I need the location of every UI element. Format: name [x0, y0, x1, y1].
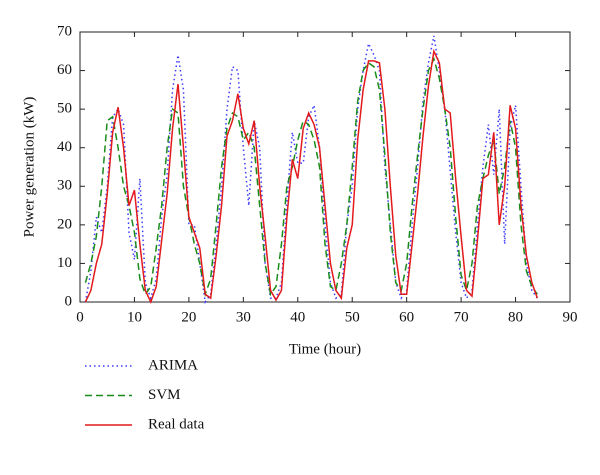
y-tick-label: 30 — [57, 178, 72, 194]
x-tick-label: 50 — [345, 309, 360, 325]
y-tick-label: 0 — [65, 293, 73, 309]
series-line — [84, 35, 538, 304]
x-tick-label: 30 — [236, 309, 251, 325]
y-tick-label: 10 — [57, 255, 72, 271]
x-tick-label: 60 — [399, 309, 414, 325]
x-tick-label: 10 — [127, 309, 142, 325]
x-tick-label: 40 — [290, 309, 305, 325]
y-tick-label: 40 — [57, 139, 72, 155]
y-tick-label: 20 — [57, 216, 72, 232]
x-tick-label: 0 — [76, 309, 84, 325]
series-line — [84, 48, 539, 304]
x-tick-label: 90 — [563, 309, 578, 325]
legend-label: Real data — [148, 416, 205, 432]
legend-label: ARIMA — [148, 357, 198, 373]
x-tick-label: 80 — [508, 309, 523, 325]
y-axis-label: Power generation (kW) — [21, 97, 37, 238]
plot-frame — [79, 31, 571, 303]
x-tick-label: 70 — [454, 309, 469, 325]
y-tick-label: 70 — [57, 23, 72, 39]
x-axis-label: Time (hour) — [289, 341, 361, 357]
series-line — [84, 56, 538, 298]
x-tick-label: 20 — [181, 309, 196, 325]
y-tick-label: 50 — [57, 101, 72, 117]
legend-label: SVM — [148, 387, 181, 403]
y-tick-label: 60 — [57, 62, 72, 78]
